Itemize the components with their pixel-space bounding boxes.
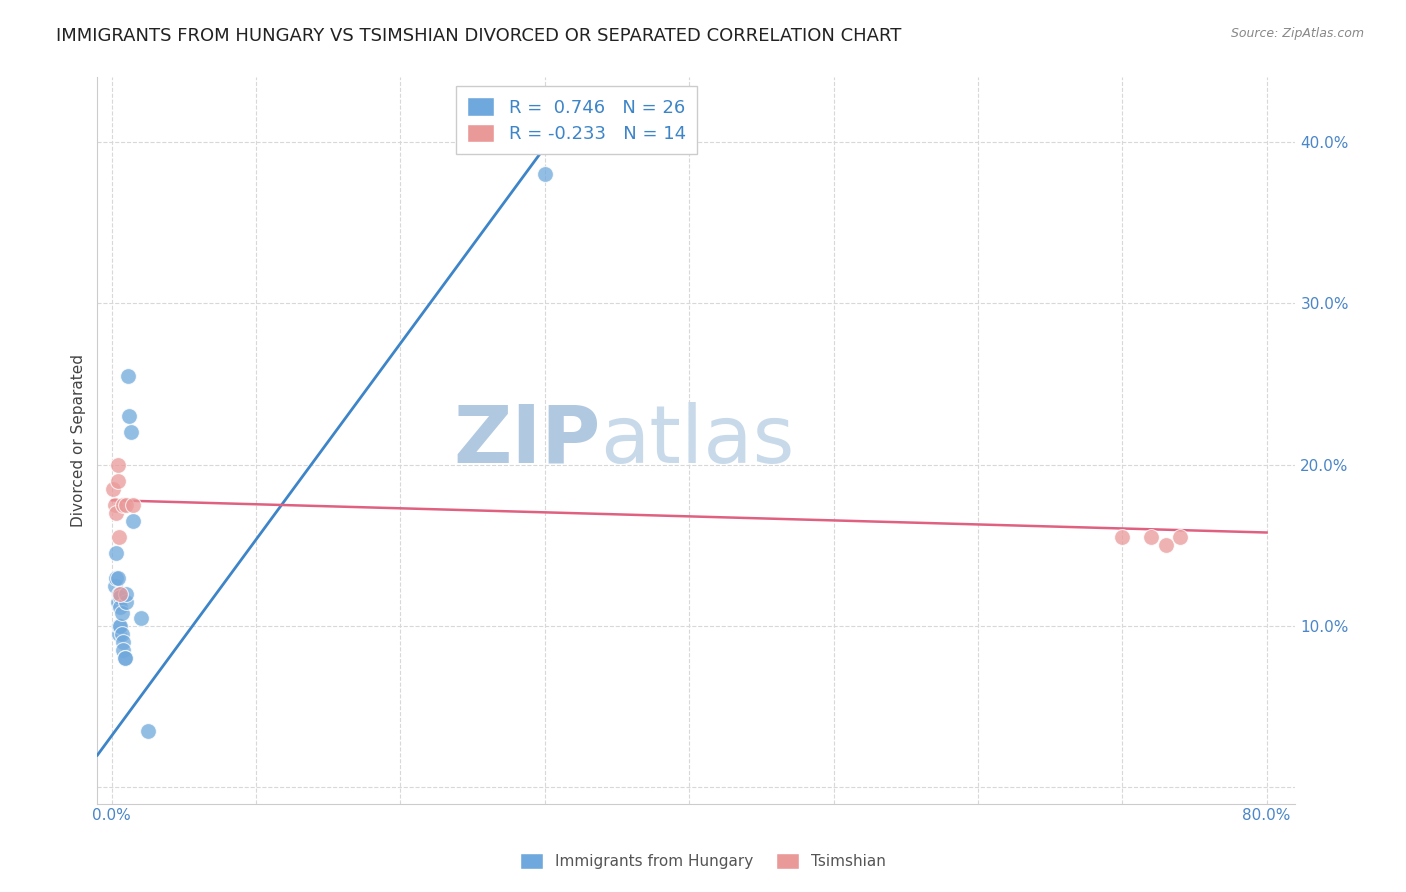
Point [110,619,132,633]
Point [107,474,129,488]
Point [115,595,138,609]
Point [118,409,141,424]
Text: ZIP: ZIP [453,401,600,480]
Point [111,606,134,620]
Point [112,498,135,512]
Text: Source: ZipAtlas.com: Source: ZipAtlas.com [1230,27,1364,40]
Legend: R =  0.746   N = 26, R = -0.233   N = 14: R = 0.746 N = 26, R = -0.233 N = 14 [457,87,697,154]
Point [105,506,128,520]
Point [122,498,145,512]
Point [103,482,125,496]
Point [110,587,132,601]
Point [117,369,139,384]
Point [108,627,131,641]
Point [1168,530,1191,544]
Point [122,514,145,528]
Point [110,599,132,614]
Point [1140,530,1163,544]
Point [104,498,127,512]
Y-axis label: Divorced or Separated: Divorced or Separated [72,354,86,527]
Point [111,627,134,641]
Point [136,724,159,739]
Point [115,498,138,512]
Point [1111,530,1133,544]
Point [105,571,128,585]
Point [107,595,129,609]
Legend: Immigrants from Hungary, Tsimshian: Immigrants from Hungary, Tsimshian [513,847,893,875]
Point [104,579,127,593]
Point [1154,538,1177,552]
Point [105,547,128,561]
Text: atlas: atlas [600,401,794,480]
Point [114,651,136,665]
Point [108,619,131,633]
Point [108,587,131,601]
Point [110,590,132,604]
Text: IMMIGRANTS FROM HUNGARY VS TSIMSHIAN DIVORCED OR SEPARATED CORRELATION CHART: IMMIGRANTS FROM HUNGARY VS TSIMSHIAN DIV… [56,27,901,45]
Point [114,651,136,665]
Point [107,571,129,585]
Point [534,167,557,181]
Point [112,643,135,657]
Point [108,530,131,544]
Point [115,587,138,601]
Point [112,635,135,649]
Point [129,611,152,625]
Point [120,425,142,440]
Point [107,458,129,472]
